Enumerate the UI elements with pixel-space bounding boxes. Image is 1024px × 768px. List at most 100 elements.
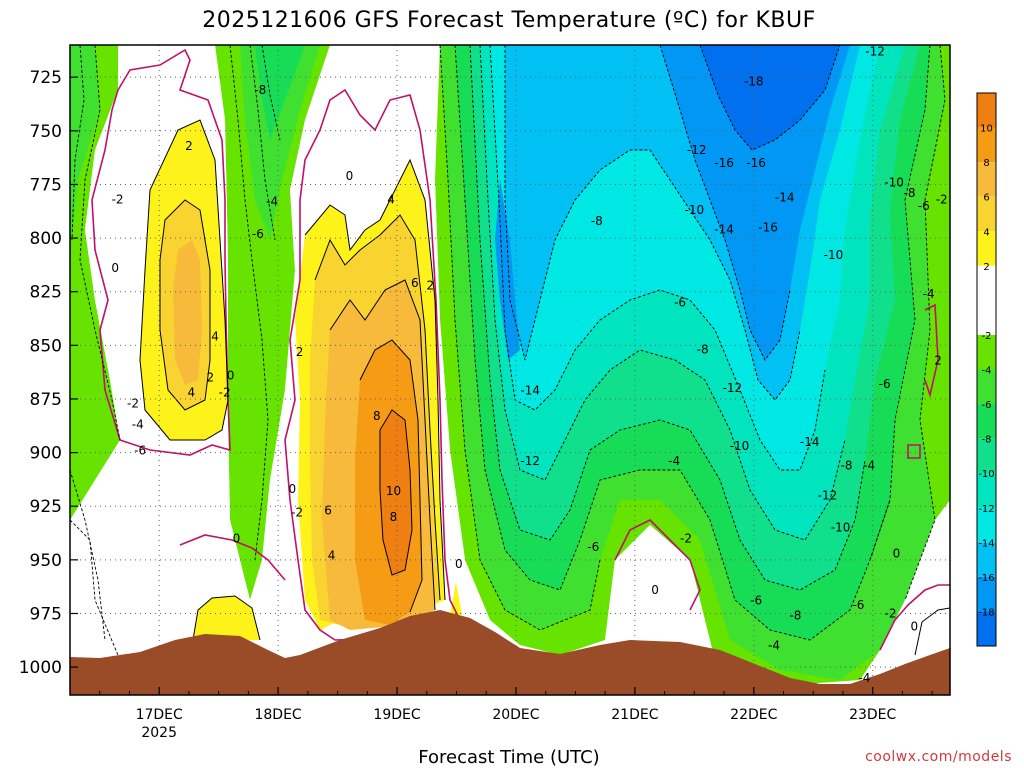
- colorbar-bin: [977, 404, 996, 439]
- plot-frame: [69, 44, 951, 696]
- freezing-contour-23dec-box: [907, 444, 921, 459]
- freezing-contour-18dec-low: [179, 534, 286, 581]
- x-axis-label: Forecast Time (UTC): [418, 747, 599, 768]
- isotherm-2-19dec: [304, 158, 446, 601]
- colorbar-bin: [977, 611, 996, 646]
- warm-isotherms: [139, 119, 950, 656]
- freezing-contour-21dec: [614, 519, 701, 611]
- colorbar-bin: [977, 507, 996, 543]
- isotherm-m4-lower-left: [70, 469, 106, 641]
- contour-label: 6: [324, 504, 332, 518]
- isotherm-m2-23dec: [904, 45, 946, 601]
- contour-label: 2: [185, 139, 193, 153]
- freezing-contours: [91, 48, 950, 651]
- isotherm-m8-20dec: [479, 45, 846, 541]
- contour-label: -6: [252, 227, 264, 241]
- contour-label: -6: [587, 540, 599, 554]
- cold-band-18dec: [215, 45, 330, 600]
- colorbar-bin: [977, 231, 996, 266]
- y-tick-label: 725: [30, 68, 62, 88]
- contour-label: 4: [211, 330, 219, 344]
- white-pocket-21dec: [605, 525, 700, 640]
- x-tick-label: 19DEC: [373, 707, 420, 723]
- isotherm-m2-left: [79, 45, 121, 441]
- credit-text[interactable]: coolwx.com/models: [865, 749, 1012, 765]
- colorbar: 10 8 6 4 2 -2 -4 -6 -8 -10 -12 -14 -16 -18: [976, 92, 997, 647]
- contour-label: -4: [668, 454, 680, 468]
- contour-label: -14: [800, 435, 820, 449]
- colorbar-tick-label: -14: [978, 538, 994, 549]
- contour-label: 0: [893, 546, 901, 560]
- contour-label: -2: [680, 531, 692, 545]
- isotherm-m4-23dec: [869, 45, 931, 561]
- colorbar-tick-label: 8: [983, 158, 989, 169]
- contour-label: 0: [911, 619, 919, 633]
- colorbar-bin: [977, 473, 996, 508]
- contour-label: 6: [411, 276, 419, 290]
- freezing-contour-23dec: [879, 584, 950, 651]
- contour-label: -4: [266, 195, 278, 209]
- contour-label: -8: [697, 343, 709, 357]
- contour-label: 2: [296, 345, 304, 359]
- contour-label: -18: [744, 74, 764, 88]
- isotherm-2-pocket: [192, 595, 261, 641]
- contour-label: -8: [591, 214, 603, 228]
- isotherm-m16-22dec: [699, 45, 841, 151]
- contour-label: 8: [390, 510, 398, 524]
- colorbar-tick-label: -2: [982, 331, 992, 342]
- y-tick-label: 950: [30, 551, 62, 571]
- contour-label: -12: [520, 454, 540, 468]
- contour-label: -4: [768, 639, 780, 653]
- contour-label: 0: [455, 557, 463, 571]
- contour-label: -8: [841, 458, 853, 472]
- cold-band-18dec-2: [240, 45, 320, 240]
- contour-label: -10: [685, 203, 705, 217]
- contour-label: 0: [651, 583, 659, 597]
- isotherm-2-23dec: [914, 607, 950, 656]
- contour-label: -6: [674, 295, 686, 309]
- isotherm-m10-20dec: [489, 45, 826, 471]
- colorbar-bin: [977, 265, 996, 335]
- contour-label: -14: [775, 190, 795, 204]
- contour-label: -2: [885, 606, 897, 620]
- contour-label: 2: [427, 278, 435, 292]
- colorbar-tick-label: -18: [978, 607, 994, 618]
- contour-label: 4: [187, 386, 195, 400]
- warm-19dec-10: [380, 410, 412, 575]
- contour-label: -12: [818, 488, 838, 502]
- contour-label: -4: [863, 458, 875, 472]
- x-tick-label: 21DEC: [611, 707, 658, 723]
- contour-label: -16: [746, 156, 766, 170]
- colorbar-tick-label: 6: [983, 193, 989, 204]
- cold-mass-8: [660, 45, 850, 360]
- contour-label: -14: [714, 222, 734, 236]
- y-tick-label: 800: [30, 229, 62, 249]
- colorbar-bin: [977, 369, 996, 405]
- cold-isotherms: [70, 45, 946, 661]
- x-tick-year: 2025: [141, 725, 177, 741]
- contour-label: -6: [134, 443, 146, 457]
- colorbar-tick-label: 4: [983, 227, 989, 238]
- contour-label: -12: [865, 44, 885, 58]
- contour-label: -10: [884, 175, 904, 189]
- colorbar-bin: [977, 196, 996, 232]
- colorbar-bin: [977, 127, 996, 163]
- terrain: [70, 610, 950, 695]
- colorbar-frame: [976, 92, 997, 647]
- isotherm-m6-20dec: [469, 45, 866, 591]
- white-pocket-23dec: [860, 500, 950, 680]
- contour-label: -4: [132, 418, 144, 432]
- contour-label: 0: [289, 482, 297, 496]
- x-tick-label: 22DEC: [730, 707, 777, 723]
- contour-label: 4: [387, 192, 395, 206]
- contour-label: -16: [714, 156, 734, 170]
- colorbar-bin: [977, 438, 996, 474]
- contour-label: -6: [918, 199, 930, 213]
- contour-label: 0: [227, 368, 235, 382]
- contour-label: -10: [824, 248, 844, 262]
- contour-label: 2: [934, 353, 942, 367]
- colorbar-tick-label: -16: [978, 573, 994, 584]
- y-tick-label: 875: [30, 390, 62, 410]
- cold-band-left-2: [70, 45, 100, 260]
